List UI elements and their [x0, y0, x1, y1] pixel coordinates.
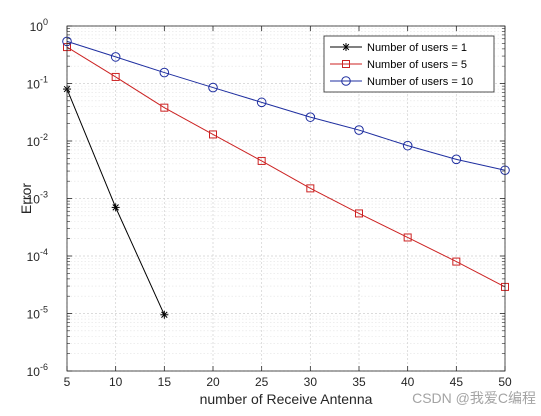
- data-point: [452, 257, 461, 266]
- data-point: [110, 52, 121, 62]
- x-tick-label: 45: [450, 375, 464, 389]
- data-point: [209, 130, 217, 139]
- legend-entry: Number of users = 1: [330, 42, 467, 54]
- y-tick-label: 10-2: [27, 132, 48, 149]
- minor-gridlines: [67, 28, 505, 354]
- data-point: [341, 76, 351, 86]
- y-axis-label: Error: [18, 183, 34, 214]
- legend-label: Number of users = 5: [367, 59, 467, 71]
- legend-label: Number of users = 1: [367, 42, 467, 54]
- x-tick-label: 20: [206, 375, 220, 389]
- y-tick-label: 10-4: [27, 247, 48, 264]
- x-tick-label: 40: [401, 375, 415, 389]
- data-point: [451, 154, 462, 165]
- data-point: [342, 60, 350, 68]
- x-tick-label: 50: [498, 375, 512, 389]
- legend-entry: Number of users = 10: [330, 76, 473, 88]
- x-tick-label: 30: [304, 375, 318, 389]
- y-tick-labels: 10-6 10-5 10-4 10-3 10-2 10-1 100: [27, 17, 48, 379]
- series-line: [66, 40, 506, 171]
- data-point: [306, 184, 315, 193]
- data-point: [257, 156, 266, 165]
- data-point: [402, 140, 413, 151]
- data-point: [354, 125, 364, 135]
- data-point: [160, 310, 169, 319]
- legend: Number of users = 1 Number of users = 5 Nu…: [323, 35, 495, 93]
- legend-entry: Number of users = 5: [330, 59, 467, 71]
- x-tick-label: 25: [255, 375, 269, 389]
- data-point: [305, 112, 316, 122]
- x-tick-label: 10: [109, 375, 123, 389]
- tick-marks: [66, 25, 506, 372]
- data-point: [342, 43, 350, 51]
- data-point: [256, 97, 267, 108]
- x-tick-label: 15: [158, 375, 172, 389]
- y-tick-label: 10-5: [27, 305, 48, 322]
- series-line: [66, 46, 506, 288]
- data-point: [159, 67, 170, 78]
- y-tick-label: 10-3: [27, 190, 48, 207]
- watermark: CSDN @我爱C编程: [412, 390, 536, 406]
- legend-label: Number of users = 10: [367, 76, 473, 88]
- data-point: [111, 203, 120, 212]
- data-point: [160, 103, 169, 112]
- data-point: [111, 72, 120, 81]
- x-axis-label: number of Receive Antenna: [200, 391, 373, 407]
- x-tick-label: 35: [352, 375, 366, 389]
- y-tick-label: 10-6: [27, 362, 48, 379]
- data-point: [208, 82, 218, 93]
- x-tick-labels: 5 10 15 20 25 30 35 40 45 50: [64, 375, 512, 389]
- x-tick-label: 5: [64, 375, 71, 389]
- y-tick-label: 100: [30, 17, 48, 34]
- data-point: [403, 233, 412, 242]
- data-point: [355, 209, 363, 218]
- y-tick-label: 10-1: [27, 75, 48, 92]
